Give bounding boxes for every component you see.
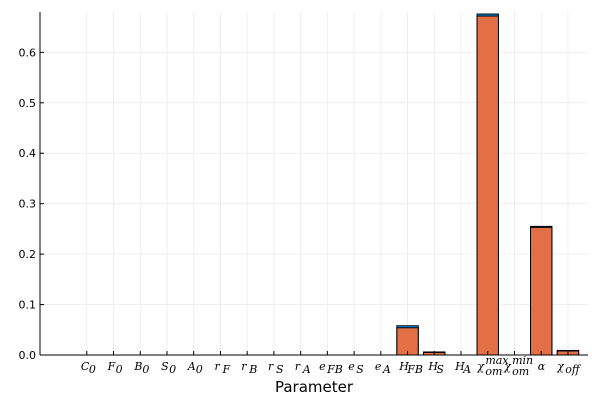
x-tick-main: e (348, 360, 355, 373)
x-tick-label: e FB (319, 360, 343, 376)
y-tick-label: 0.3 (19, 198, 37, 211)
x-tick-sub: A (382, 363, 391, 376)
x-tick-main: H (454, 360, 465, 373)
x-tick-main: r (295, 360, 301, 373)
x-tick-main: e (319, 360, 326, 373)
bar-series-1-15 (476, 15, 499, 356)
x-tick-label: χ off (556, 360, 582, 376)
y-tick-label: 0.4 (19, 147, 37, 160)
x-tick-main: α (538, 360, 546, 373)
y-tick-label: 0.5 (19, 97, 37, 110)
axes (39, 12, 588, 356)
x-tick-label: HFB (398, 360, 423, 376)
x-tick-sub: 0 (196, 363, 203, 376)
y-ticks: 0.0 0.1 0.2 0.3 0.4 0.5 0.6 (19, 46, 44, 362)
x-tick-sub: 0 (89, 363, 96, 376)
grid (40, 12, 588, 356)
x-tick-main: e (375, 360, 382, 373)
x-tick-sub: 0 (142, 363, 149, 376)
y-tick-label: 0.1 (19, 299, 37, 312)
x-tick-label: HS (427, 360, 444, 376)
x-tick-main: B (133, 360, 142, 373)
bars (396, 13, 580, 356)
x-tick-label: HA (454, 360, 471, 376)
x-tick-sub: B (248, 363, 257, 376)
x-tick-main: r (215, 360, 221, 373)
x-tick-main: r (241, 360, 247, 373)
x-tick-sub: FB (326, 363, 343, 376)
y-tick-label: 0.6 (19, 46, 37, 59)
x-tick-main: C (81, 360, 90, 373)
x-tick-sub: om (485, 365, 502, 378)
x-tick-sup: min (512, 354, 533, 367)
x-tick-sub: F (222, 363, 231, 376)
x-tick-sub: 0 (169, 363, 176, 376)
x-tick-label: α (538, 360, 546, 373)
x-tick-main: H (427, 360, 438, 373)
x-tick-main: S (161, 360, 169, 373)
x-tick-sup: max (485, 354, 509, 367)
x-tick-main: A (187, 360, 196, 373)
x-axis-label: Parameter (275, 378, 354, 396)
x-tick-main: χ (556, 360, 565, 373)
x-tick-sub: A (462, 363, 471, 376)
x-tick-sub: FB (406, 363, 423, 376)
y-tick-label: 0.0 (19, 349, 37, 362)
x-tick-sub: S (356, 363, 364, 376)
y-tick-label: 0.2 (19, 248, 37, 261)
x-tick-sub: A (302, 363, 311, 376)
bar-series-1-12 (396, 327, 419, 356)
bar-series-1-17 (530, 226, 553, 356)
x-tick-main: χ (503, 360, 512, 373)
x-tick-main: F (107, 360, 116, 373)
x-tick-sub: S (436, 363, 444, 376)
x-tick-sub: off (565, 363, 582, 376)
x-tick-sub: S (276, 363, 284, 376)
x-tick-main: r (268, 360, 274, 373)
x-tick-main: χ (476, 360, 485, 373)
x-tick-sub: 0 (116, 363, 123, 376)
x-tick-sub: om (512, 365, 529, 378)
x-tick-main: H (398, 360, 409, 373)
